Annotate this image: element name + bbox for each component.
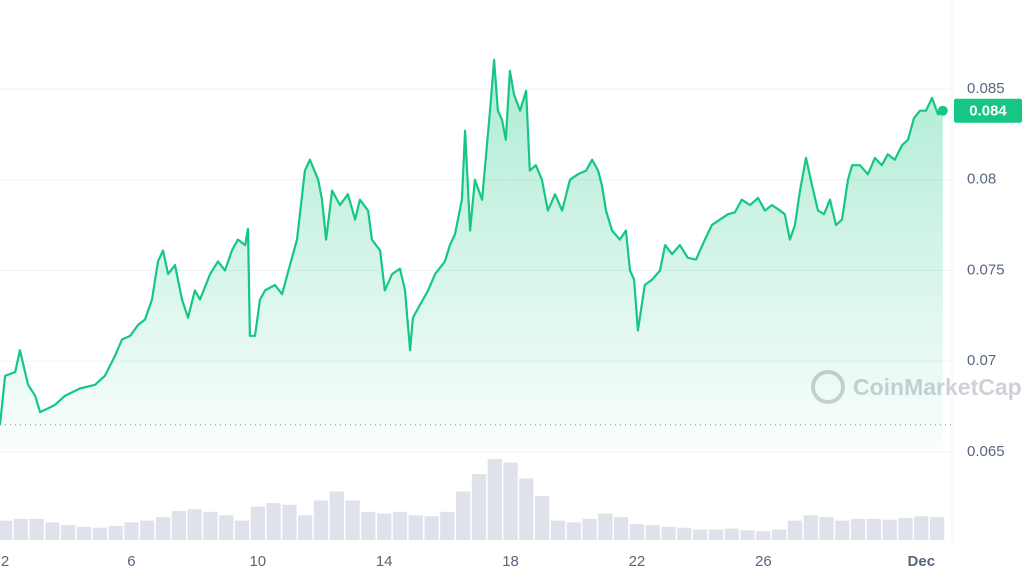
volume-bar <box>629 524 645 540</box>
volume-bar <box>598 513 613 540</box>
volume-bar <box>645 525 660 540</box>
price-tag: 0.084 <box>969 103 1007 120</box>
volume-bar <box>787 520 803 540</box>
volume-bar <box>819 517 834 540</box>
volume-bar <box>882 519 897 540</box>
volume-bar <box>440 511 455 540</box>
volume-bar <box>487 459 502 540</box>
volume-bar <box>929 517 945 540</box>
volume-bar <box>45 522 60 540</box>
x-tick-label: 18 <box>502 553 519 570</box>
price-line <box>0 58 944 425</box>
x-tick-label: Dec <box>908 553 936 570</box>
volume-bar <box>108 525 123 540</box>
x-tick-label: 2 <box>1 553 9 570</box>
volume-bar <box>614 517 629 540</box>
y-tick-label: 0.065 <box>967 443 1005 460</box>
volume-bar <box>424 516 439 540</box>
x-tick-label: 22 <box>629 553 646 570</box>
volume-bar <box>140 520 155 540</box>
volume-bar <box>187 509 202 540</box>
volume-bar <box>708 529 724 540</box>
volume-bar <box>92 527 107 540</box>
volume-bar <box>661 526 676 540</box>
volume-bar <box>519 478 534 540</box>
volume-bar <box>898 518 913 540</box>
volume-bar <box>61 525 76 540</box>
price-area <box>0 59 943 453</box>
volume-bar <box>29 518 44 540</box>
volume-bar <box>756 531 771 540</box>
volume-bar <box>914 516 929 540</box>
volume-bar <box>345 500 360 540</box>
volume-bar <box>692 529 708 540</box>
volume-bar <box>13 518 29 540</box>
x-tick-label: 10 <box>249 553 266 570</box>
volume-bar <box>866 518 882 540</box>
volume-bar <box>740 530 755 540</box>
volume-bar <box>234 520 250 540</box>
volume-bar <box>566 522 581 540</box>
volume-bar <box>677 527 692 540</box>
y-tick-label: 0.075 <box>967 261 1005 278</box>
volume-bar <box>535 496 550 540</box>
volume-bar <box>0 520 13 540</box>
volume-bar <box>203 511 218 540</box>
volume-bar <box>124 522 139 540</box>
volume-bar <box>471 474 487 540</box>
y-tick-label: 0.085 <box>967 80 1005 97</box>
volume-bar <box>850 518 866 540</box>
volume-bar <box>76 526 92 540</box>
volume-bar <box>803 515 818 540</box>
volume-bar <box>835 520 850 540</box>
volume-bar <box>282 504 297 540</box>
x-tick-label: 6 <box>127 553 135 570</box>
y-tick-label: 0.08 <box>967 171 996 188</box>
volume-bar <box>171 510 186 540</box>
x-tick-label: 26 <box>755 553 772 570</box>
volume-bar <box>361 511 376 540</box>
price-tag-box <box>954 98 1022 123</box>
volume-bar <box>155 517 171 540</box>
volume-bar <box>329 491 344 540</box>
volume-bar <box>724 528 739 540</box>
volume-bar <box>377 513 392 540</box>
volume-bar <box>266 503 281 540</box>
volume-bar <box>298 515 313 540</box>
x-tick-label: 14 <box>376 553 393 570</box>
volume-bar <box>582 518 597 540</box>
volume-bar <box>456 491 471 540</box>
volume-bar <box>313 500 329 540</box>
volume-bar <box>219 515 234 540</box>
volume-bar <box>250 506 265 540</box>
volume-bar <box>550 520 566 540</box>
volume-bar <box>771 529 787 540</box>
volume-bar <box>392 511 408 540</box>
y-tick-label: 0.07 <box>967 352 996 369</box>
volume-bar <box>408 515 423 540</box>
volume-bar <box>503 462 518 540</box>
last-price-dot <box>937 105 948 116</box>
